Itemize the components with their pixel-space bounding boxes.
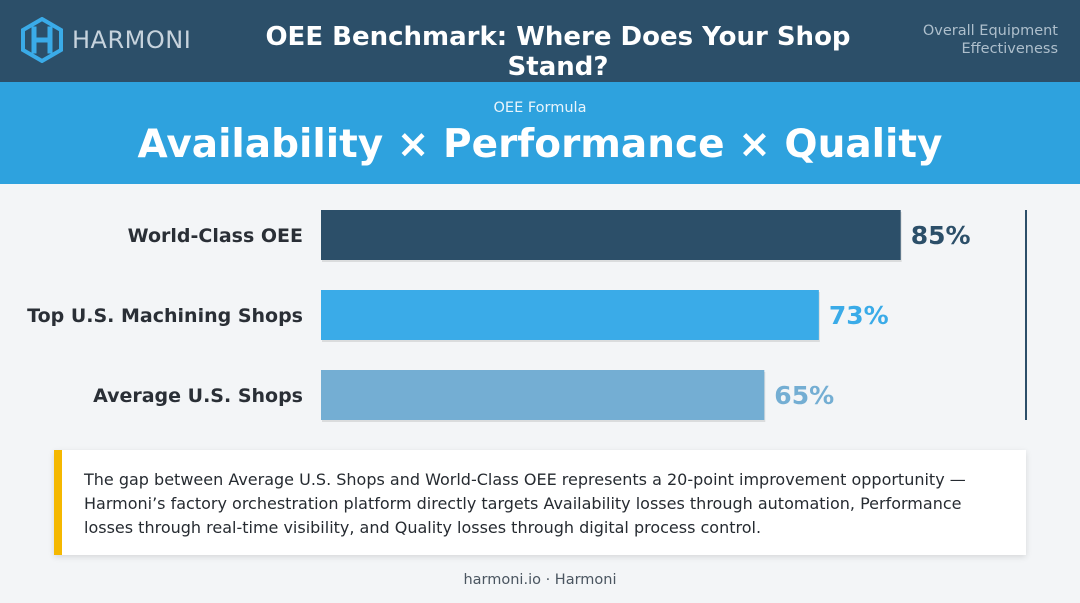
- value-label-top-u-s-machining-shops: 73%: [829, 301, 889, 330]
- formula-caption: OEE Formula: [493, 100, 587, 116]
- oee-bar-chart: World-Class OEE 85% Top U.S. Machining Sho…: [27, 210, 1027, 422]
- category-label-world-class-oee: World-Class OEE: [128, 225, 303, 247]
- formula-text: Availability × Performance × Quality: [137, 122, 943, 167]
- bar-average-u-s-shops: [321, 370, 765, 420]
- header-subtitle-line2: Effectiveness: [961, 41, 1058, 57]
- header-subtitle-line1: Overall Equipment: [922, 23, 1058, 39]
- insight-callout: The gap between Average U.S. Shops and W…: [54, 450, 1026, 555]
- footer-text: harmoni.io · Harmoni: [463, 572, 617, 588]
- value-label-world-class-oee: 85%: [911, 221, 971, 250]
- value-label-average-u-s-shops: 65%: [774, 381, 834, 410]
- harmoni-logo-icon: [21, 17, 63, 63]
- brand-logo: HARMONI: [20, 15, 191, 65]
- brand-name: HARMONI: [72, 26, 192, 54]
- formula-band: OEE Formula Availability × Performance ×…: [0, 82, 1080, 184]
- header-subtitle: Overall Equipment Effectiveness: [878, 22, 1058, 58]
- page-title: OEE Benchmark: Where Does Your Shop Stan…: [265, 22, 851, 82]
- bar-top-u-s-machining-shops: [321, 290, 819, 340]
- category-label-top-u-s-machining-shops: Top U.S. Machining Shops: [27, 305, 303, 327]
- callout-text: The gap between Average U.S. Shops and W…: [84, 470, 966, 537]
- bar-world-class-oee: [321, 210, 901, 260]
- category-label-average-u-s-shops: Average U.S. Shops: [93, 385, 303, 407]
- header-bar: HARMONI OEE Benchmark: Where Does Your S…: [0, 0, 1080, 82]
